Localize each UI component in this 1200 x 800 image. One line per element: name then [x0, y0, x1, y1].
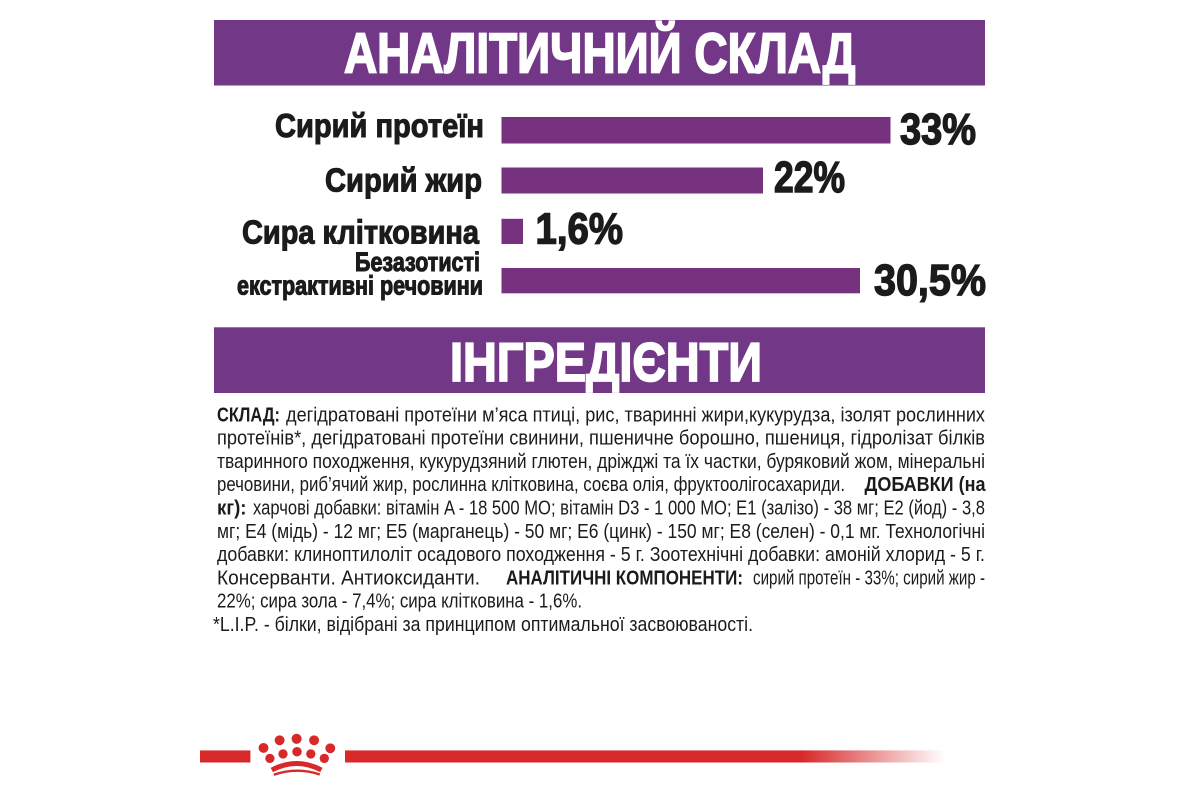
svg-text:33%: 33%: [900, 106, 976, 154]
svg-text:мг; E4 (мідь) - 12 мг; E5 (мар: мг; E4 (мідь) - 12 мг; E5 (марганець) - …: [217, 520, 985, 543]
svg-text:СКЛАД:: СКЛАД:: [217, 403, 280, 426]
svg-text:Безазотисті: Безазотисті: [355, 247, 480, 277]
svg-text:22%: 22%: [774, 154, 845, 202]
svg-text:*L.I.P. - білки, відібрані за: *L.I.P. - білки, відібрані за принципом …: [213, 613, 753, 636]
svg-text:екстрактивні речовини: екстрактивні речовини: [237, 271, 483, 301]
svg-text:добавки: клиноптилоліт осадово: добавки: клиноптилоліт осадового походже…: [217, 543, 985, 566]
svg-text:ІНГРЕДІЄНТИ: ІНГРЕДІЄНТИ: [450, 331, 762, 393]
svg-text:тваринного походження, кукуруд: тваринного походження, кукурудзяний глют…: [217, 450, 985, 473]
svg-text:речовини, риб’ячий жир, рослин: речовини, риб’ячий жир, рослинна клітков…: [217, 473, 845, 496]
svg-text:Сирий протеїн: Сирий протеїн: [275, 108, 484, 145]
svg-text:Сирий жир: Сирий жир: [325, 163, 482, 200]
svg-text:1,6%: 1,6%: [536, 206, 624, 254]
svg-text:Сира клітковина: Сира клітковина: [242, 215, 479, 252]
svg-text:кг):: кг):: [217, 497, 247, 520]
svg-text:Консерванти. Антиоксиданти.: Консерванти. Антиоксиданти.: [217, 566, 480, 589]
svg-text:ДОБАВКИ (на: ДОБАВКИ (на: [865, 473, 987, 496]
svg-text:дегідратовані протеїни м’яса п: дегідратовані протеїни м’яса птиці, рис,…: [286, 403, 986, 426]
svg-text:сирий протеїн - 33%; сирий жир: сирий протеїн - 33%; сирий жир -: [753, 566, 985, 589]
svg-text:АНАЛІТИЧНІ КОМПОНЕНТИ:: АНАЛІТИЧНІ КОМПОНЕНТИ:: [506, 566, 743, 589]
svg-text:30,5%: 30,5%: [874, 257, 986, 305]
svg-text:харчові добавки: вітамін A - 1: харчові добавки: вітамін A - 18 500 МО; …: [253, 497, 985, 520]
svg-text:протеїнів*, дегідратовані прот: протеїнів*, дегідратовані протеїни свини…: [217, 427, 985, 450]
svg-text:22%; сира зола - 7,4%; сира кл: 22%; сира зола - 7,4%; сира клітковина -…: [217, 590, 582, 613]
svg-text:АНАЛІТИЧНИЙ СКЛАД: АНАЛІТИЧНИЙ СКЛАД: [344, 21, 856, 85]
